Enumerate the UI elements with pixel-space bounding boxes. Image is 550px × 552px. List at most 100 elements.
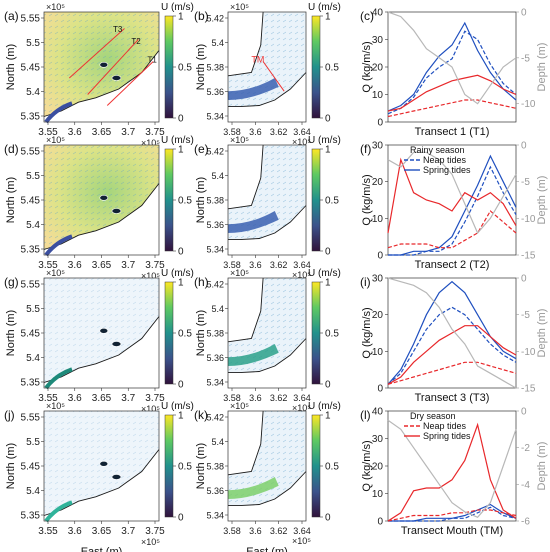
x-axis-label: Transect 3 (T3)	[415, 392, 490, 404]
y-right-tick-label: -4	[521, 480, 530, 491]
colorbar-tick-label: 0.5	[325, 462, 339, 473]
y-tick-label: 5.5	[26, 38, 40, 49]
island	[99, 62, 109, 68]
y-tick-label: 5.5	[26, 437, 40, 448]
y-right-tick-label: -15	[521, 384, 536, 395]
x-tick-label: 3.58	[223, 393, 241, 403]
series-line-rainy_neap	[387, 306, 517, 385]
map-wide-panel: 3.55 3.6 3.65 3.7 3.75 5.35 5.4 5.45 5.5 5.55 ×10⁵…	[4, 268, 194, 414]
colorbar-title: U (m/s)	[161, 135, 194, 146]
colorbar-tick-label: 1	[178, 12, 184, 23]
y-tick-label: 40	[372, 8, 384, 19]
y-right-tick-label: -15	[521, 251, 536, 262]
colorbar-tick-label: 0.5	[325, 329, 339, 340]
colorbar-tick-label: 1	[325, 12, 331, 23]
series-line-dry_neap	[387, 99, 517, 118]
series-line-rainy_neap	[387, 30, 517, 115]
x-tick-label: 3.58	[223, 260, 241, 270]
colorbar	[164, 15, 174, 119]
coastline	[228, 205, 307, 241]
y-axis-label: North (m)	[5, 310, 17, 356]
colorbar-tick-label: 0.5	[178, 63, 192, 74]
y-tick-label: 5.4	[26, 220, 40, 231]
y-tick-label: 5.45	[21, 63, 41, 74]
y-tick-label: 5.35	[21, 245, 41, 256]
y-tick-label: 0	[377, 118, 383, 129]
y-tick-label: 5.38	[206, 63, 224, 73]
x-tick-label: 3.6	[68, 260, 82, 271]
coastline	[43, 316, 160, 383]
y-tick-label: 5.42	[206, 280, 224, 290]
y-right-tick-label: 0	[521, 8, 527, 19]
y-tick-label: 0	[377, 384, 383, 395]
y-tick-label: 5.4	[26, 353, 40, 364]
panel-letter: (a)	[4, 9, 19, 23]
x-tick-label: 3.75	[145, 260, 165, 271]
x-tick-label: 3.62	[270, 526, 288, 536]
series-line-dry_spring	[387, 74, 517, 112]
y-tick-label: 5.45	[21, 462, 41, 473]
y-tick-label: 5.42	[206, 413, 224, 423]
transect-line	[106, 61, 154, 106]
axis-exponent: ×10⁵	[46, 268, 65, 278]
x-tick-label: 3.7	[121, 526, 135, 537]
transect-line	[68, 28, 125, 79]
transect-label: TM	[251, 55, 264, 65]
island	[99, 327, 109, 334]
colorbar-title: U (m/s)	[161, 2, 194, 13]
colorbar-tick-label: 1	[178, 278, 184, 289]
panel-letter: (e)	[194, 142, 209, 156]
colorbar	[311, 414, 321, 518]
x-tick-label: 3.64	[293, 526, 311, 536]
y-tick-label: 20	[372, 462, 384, 473]
colorbar-title: U (m/s)	[308, 268, 341, 279]
y-axis-label: North (m)	[5, 44, 17, 90]
y-right-axis-label: Depth (m)	[536, 176, 548, 225]
y-tick-label: 5.4	[26, 486, 40, 497]
y-tick-label: 5.4	[211, 437, 224, 447]
y-tick-label: 5.4	[211, 171, 224, 181]
colorbar-title: U (m/s)	[308, 401, 341, 412]
series-line-depth	[387, 151, 517, 235]
y-axis-label: Q (kg/m/s)	[361, 307, 373, 358]
panel-letter: (i)	[360, 275, 371, 289]
y-tick-label: 5.55	[21, 413, 41, 424]
series-line-dry_spring	[387, 157, 517, 234]
line-chart-panel: 0 10 20 30 40 0 -5 -10 Q (kg/m/s) Depth (m) Transe…	[360, 8, 548, 139]
y-right-tick-label: 0	[521, 141, 527, 152]
colorbar	[311, 148, 321, 252]
coastline	[227, 277, 264, 343]
y-tick-label: 5.55	[21, 280, 41, 291]
y-tick-label: 5.4	[26, 87, 40, 98]
island	[111, 474, 122, 480]
y-axis-label: Q (kg/m/s)	[361, 41, 373, 92]
y-tick-label: 5.55	[21, 147, 41, 158]
y-tick-label: 5.35	[21, 378, 41, 389]
y-tick-label: 5.34	[206, 378, 224, 388]
y-tick-label: 5.45	[21, 196, 41, 207]
y-axis-label: North (m)	[5, 443, 17, 489]
y-right-tick-label: -10	[521, 99, 536, 110]
channel-flow	[228, 477, 279, 499]
colorbar-tick-label: 0	[325, 380, 331, 391]
island	[99, 460, 109, 467]
coastline	[227, 410, 264, 476]
colorbar-tick-label: 0	[178, 380, 184, 391]
colorbar-tick-label: 0	[325, 513, 331, 524]
y-tick-label: 30	[372, 35, 384, 46]
map-wide-panel: 3.55 3.6 3.65 3.7 3.75 5.35 5.4 5.45 5.5 5.55 ×10⁵…	[4, 401, 194, 552]
panel-letter: (b)	[194, 9, 209, 23]
y-axis-label: North (m)	[195, 310, 207, 356]
series-line-dry_neap	[387, 509, 517, 522]
colorbar-tick-label: 0.5	[325, 196, 339, 207]
series-line-rainy_spring	[388, 154, 517, 256]
channel-flow	[228, 78, 279, 100]
axis-exponent: ×10⁵	[292, 536, 311, 546]
transect-label: T1	[148, 56, 158, 65]
channel-flow	[228, 211, 279, 233]
x-tick-label: 3.55	[38, 260, 58, 271]
y-tick-label: 5.55	[21, 14, 41, 25]
series-line-rainy_neap	[388, 506, 517, 522]
x-tick-label: 3.65	[92, 393, 112, 404]
colorbar-tick-label: 0.5	[178, 329, 192, 340]
